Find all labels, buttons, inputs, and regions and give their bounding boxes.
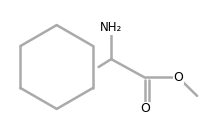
Text: O: O (140, 103, 150, 116)
Text: NH₂: NH₂ (100, 21, 122, 34)
Text: O: O (173, 71, 183, 84)
